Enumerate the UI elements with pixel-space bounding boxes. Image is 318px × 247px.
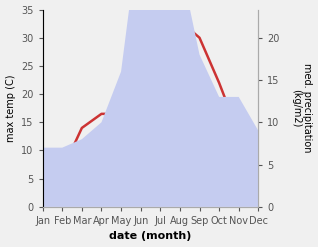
Y-axis label: max temp (C): max temp (C)	[5, 74, 16, 142]
Y-axis label: med. precipitation
(kg/m2): med. precipitation (kg/m2)	[291, 63, 313, 153]
X-axis label: date (month): date (month)	[109, 231, 192, 242]
